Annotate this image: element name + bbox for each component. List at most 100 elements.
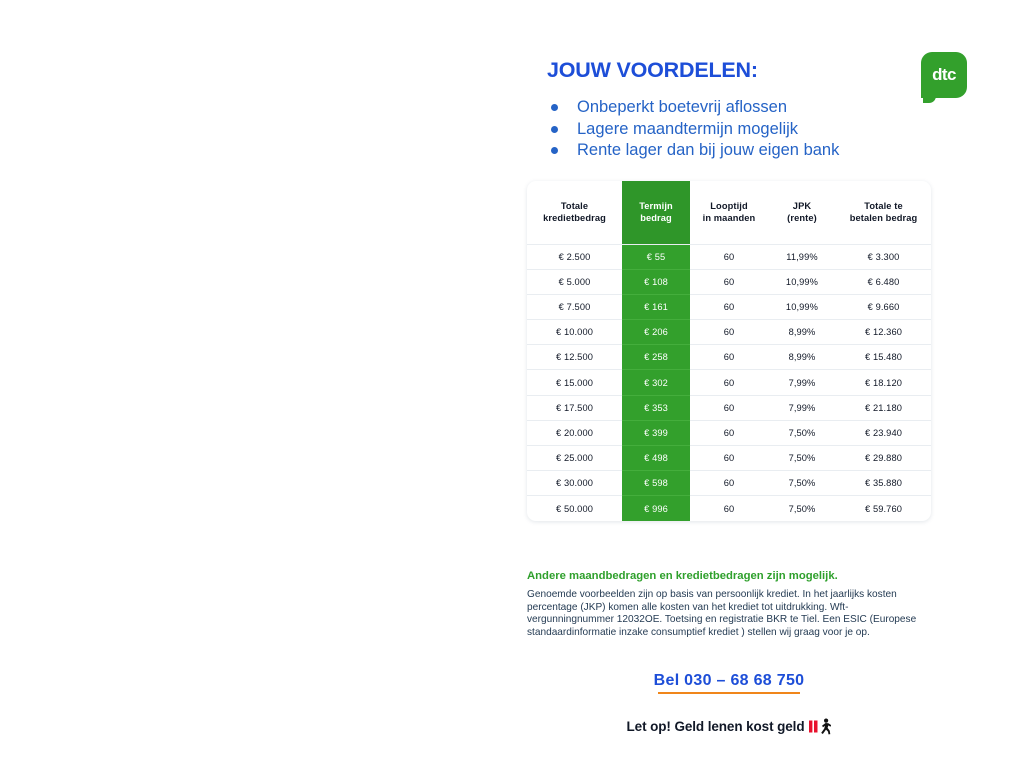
table-cell: 7,50% <box>768 470 836 496</box>
table-cell: € 108 <box>622 268 690 295</box>
table-cell: 60 <box>690 293 768 320</box>
column-header-line: Totale <box>560 200 589 211</box>
rates-table-card: Totale kredietbedrag Termijn bedrag Loop… <box>527 181 931 522</box>
table-cell: € 30.000 <box>527 470 622 496</box>
table-cell: € 18.120 <box>836 369 931 396</box>
phone-underline <box>657 692 801 694</box>
table-cell: € 29.880 <box>836 444 931 471</box>
column-header-jkp: JPK (rente) <box>768 181 836 244</box>
table-row: € 30.000 € 598 60 7,50% € 35.880 <box>527 470 931 496</box>
table-cell: 60 <box>690 444 768 471</box>
table-cell: € 9.660 <box>836 293 931 320</box>
benefits-list: Onbeperkt boetevrij aflossen Lagere maan… <box>549 97 969 162</box>
table-cell: € 25.000 <box>527 444 622 471</box>
table-header-row: Totale kredietbedrag Termijn bedrag Loop… <box>527 181 931 244</box>
table-cell: 7,99% <box>768 369 836 396</box>
note-title: Andere maandbedragen en kredietbedragen … <box>527 570 838 582</box>
table-cell: 60 <box>690 369 768 396</box>
table-cell: 7,99% <box>768 394 836 421</box>
table-cell: € 5.000 <box>527 268 622 295</box>
table-cell: 8,99% <box>768 344 836 370</box>
table-cell: 7,50% <box>768 495 836 522</box>
table-row: € 17.500 € 353 60 7,99% € 21.180 <box>527 394 931 421</box>
table-cell: € 15.480 <box>836 344 931 370</box>
column-header-line: Termijn <box>639 200 673 211</box>
table-cell: € 7.500 <box>527 293 622 320</box>
column-header-totale-te-betalen: Totale te betalen bedrag <box>836 181 931 244</box>
table-row: € 2.500 € 55 60 11,99% € 3.300 <box>527 243 931 270</box>
column-header-line: Looptijd <box>710 200 748 211</box>
phone-label: Bel 030 – 68 68 750 <box>653 672 805 689</box>
table-cell: € 17.500 <box>527 394 622 421</box>
tagline-row: Let op! Geld lenen kost geld > <box>527 718 931 735</box>
table-cell: 7,50% <box>768 444 836 471</box>
table-cell: 60 <box>690 243 768 270</box>
table-cell: € 12.360 <box>836 319 931 345</box>
table-cell: € 302 <box>622 369 690 396</box>
list-item: Lagere maandtermijn mogelijk <box>549 119 969 141</box>
table-cell: 60 <box>690 495 768 522</box>
table-cell: 60 <box>690 470 768 496</box>
bullet-dot-icon <box>551 104 558 111</box>
table-cell: 60 <box>690 319 768 345</box>
table-body: € 2.500 € 55 60 11,99% € 3.300 € 5.000 € 108 60… <box>527 243 931 522</box>
bullet-dot-icon <box>551 147 558 154</box>
running-man-icon: > <box>809 718 832 735</box>
phone-link[interactable]: Bel 030 – 68 68 750 <box>653 672 805 694</box>
table-cell: € 20.000 <box>527 419 622 446</box>
content-panel: JOUW VOORDELEN: dtc Onbeperkt boetevrij … <box>217 0 967 768</box>
column-header-line: (rente) <box>787 213 817 224</box>
table-row: € 7.500 € 161 60 10,99% € 9.660 <box>527 293 931 320</box>
phone-row: Bel 030 – 68 68 750 <box>527 672 931 694</box>
table-cell: 60 <box>690 394 768 421</box>
table-cell: 10,99% <box>768 268 836 295</box>
column-header-line: Totale te <box>864 200 903 211</box>
column-header-line: bedrag <box>640 213 672 224</box>
table-cell: € 996 <box>622 495 690 522</box>
table-cell: € 399 <box>622 419 690 446</box>
column-header-looptijd: Looptijd in maanden <box>690 181 768 244</box>
list-item-label: Rente lager dan bij jouw eigen bank <box>577 141 840 159</box>
table-cell: € 50.000 <box>527 495 622 522</box>
table-cell: € 2.500 <box>527 243 622 270</box>
column-header-termijnbedrag: Termijn bedrag <box>622 181 690 244</box>
table-cell: € 598 <box>622 470 690 496</box>
table-row: € 5.000 € 108 60 10,99% € 6.480 <box>527 268 931 295</box>
table-cell: 60 <box>690 419 768 446</box>
table-cell: 60 <box>690 344 768 370</box>
table-cell: € 6.480 <box>836 268 931 295</box>
tagline-text: Let op! Geld lenen kost geld <box>626 719 805 734</box>
table-cell: € 15.000 <box>527 369 622 396</box>
table-header: Totale kredietbedrag Termijn bedrag Loop… <box>527 181 931 244</box>
page-title: JOUW VOORDELEN: <box>547 58 758 82</box>
table-cell: € 23.940 <box>836 419 931 446</box>
table-cell: € 3.300 <box>836 243 931 270</box>
table-row: € 12.500 € 258 60 8,99% € 15.480 <box>527 344 931 370</box>
table-row: € 20.000 € 399 60 7,50% € 23.940 <box>527 419 931 446</box>
column-header-line: JPK <box>792 200 812 211</box>
logo-wordmark: dtc <box>932 64 956 84</box>
table-cell: 8,99% <box>768 319 836 345</box>
table-cell: € 206 <box>622 319 690 345</box>
table-cell: € 353 <box>622 394 690 421</box>
logo-bubble-shape <box>921 52 967 98</box>
table-cell: € 258 <box>622 344 690 370</box>
list-item-label: Onbeperkt boetevrij aflossen <box>577 98 788 116</box>
table-cell: € 12.500 <box>527 344 622 370</box>
column-header-krediedbedrag: Totale kredietbedrag <box>527 181 622 244</box>
note-body: Genoemde voorbeelden zijn op basis van p… <box>527 589 917 638</box>
bullet-dot-icon <box>551 125 558 133</box>
header-row: JOUW VOORDELEN: dtc <box>547 52 977 103</box>
table-cell: € 59.760 <box>836 495 931 522</box>
table-row: € 25.000 € 498 60 7,50% € 29.880 <box>527 444 931 471</box>
table-row: € 50.000 € 996 60 7,50% € 59.760 <box>527 495 931 522</box>
column-header-line: kredietbedrag <box>543 213 606 224</box>
column-header-line: in maanden <box>702 213 756 224</box>
dtc-logo: dtc <box>921 52 967 103</box>
table-row: € 15.000 € 302 60 7,99% € 18.120 <box>527 369 931 396</box>
table-cell: 7,50% <box>768 419 836 446</box>
table-cell: 10,99% <box>768 293 836 320</box>
table-row: € 10.000 € 206 60 8,99% € 12.360 <box>527 319 931 345</box>
list-item: Rente lager dan bij jouw eigen bank <box>549 140 969 162</box>
list-item: Onbeperkt boetevrij aflossen <box>549 97 969 119</box>
